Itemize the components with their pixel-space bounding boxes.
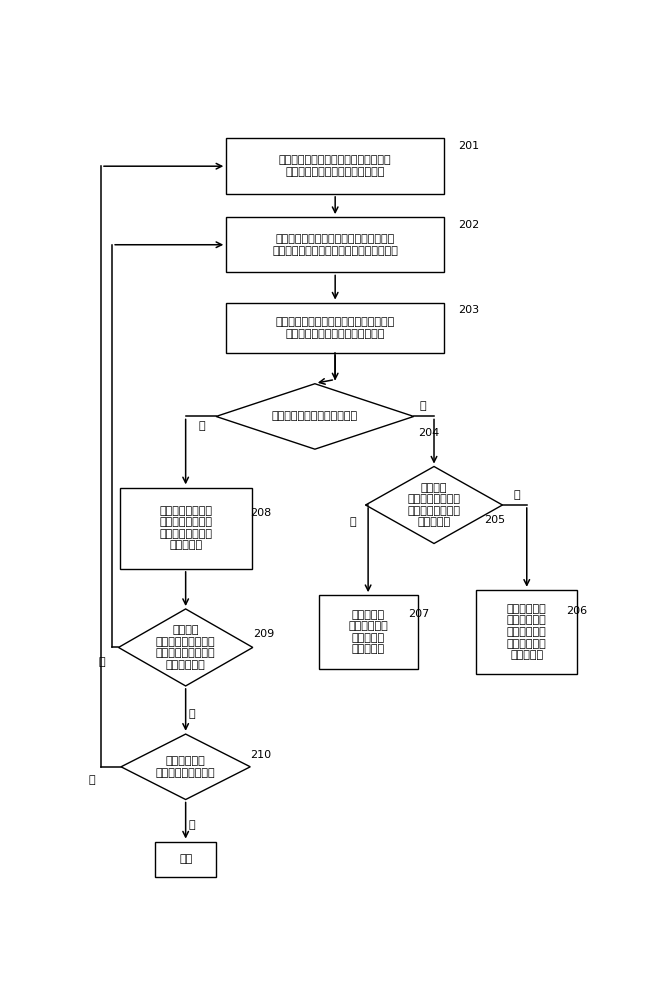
Text: 将当前交换机
中流表优先级
仅低于当前流
表的流表替换
为当前流表: 将当前交换机 中流表优先级 仅低于当前流 表的流表替换 为当前流表 xyxy=(507,604,547,660)
FancyBboxPatch shape xyxy=(318,595,417,669)
Text: 否: 否 xyxy=(99,657,105,667)
Text: 否: 否 xyxy=(513,490,520,500)
Polygon shape xyxy=(121,734,250,800)
Polygon shape xyxy=(366,466,502,544)
FancyBboxPatch shape xyxy=(226,138,444,194)
Text: 从未被配置的各数据流中，选择数据流
优先级最高的数据流为当前数据流: 从未被配置的各数据流中，选择数据流 优先级最高的数据流为当前数据流 xyxy=(279,155,392,177)
Text: 210: 210 xyxy=(250,750,271,760)
Text: 判断当前
流表是否为当前交
换机中流表优先级
最低的流表: 判断当前 流表是否为当前交 换机中流表优先级 最低的流表 xyxy=(407,483,460,527)
Text: 204: 204 xyxy=(419,428,439,438)
Text: 从当前数据流所需经过的各个交换机中，
选择一个未被标记的交换机作为当前交换机: 从当前数据流所需经过的各个交换机中， 选择一个未被标记的交换机作为当前交换机 xyxy=(272,234,398,256)
Text: 205: 205 xyxy=(484,515,505,525)
Text: 否: 否 xyxy=(419,401,426,411)
Text: 209: 209 xyxy=(253,629,274,639)
Text: 判断是否所有
数据流均被配置完成: 判断是否所有 数据流均被配置完成 xyxy=(156,756,215,778)
FancyBboxPatch shape xyxy=(476,590,577,674)
Text: 是: 是 xyxy=(350,517,356,527)
FancyBboxPatch shape xyxy=(226,217,444,272)
FancyBboxPatch shape xyxy=(155,842,216,877)
Text: 将当前流表标记为
当前数据流的转发
规则在当前交换机
的目的流表: 将当前流表标记为 当前数据流的转发 规则在当前交换机 的目的流表 xyxy=(159,506,212,550)
Text: 208: 208 xyxy=(250,508,272,518)
Polygon shape xyxy=(118,609,253,686)
Text: 判断当前
数据流在所需经过的
各个交换机中，是否
均被标记完成: 判断当前 数据流在所需经过的 各个交换机中，是否 均被标记完成 xyxy=(156,625,215,670)
Text: 是: 是 xyxy=(199,421,205,431)
Text: 确定当前数据流所经过的当前交换机中，
流表优先级最高的流表为当前流表: 确定当前数据流所经过的当前交换机中， 流表优先级最高的流表为当前流表 xyxy=(275,317,395,339)
Text: 否: 否 xyxy=(88,775,95,785)
Text: 判断当前流表是否有空闲资源: 判断当前流表是否有空闲资源 xyxy=(272,411,358,421)
Text: 是: 是 xyxy=(189,709,196,719)
Text: 202: 202 xyxy=(458,220,479,230)
Text: 206: 206 xyxy=(566,606,587,616)
Text: 是: 是 xyxy=(189,820,196,830)
Polygon shape xyxy=(216,384,414,449)
Text: 201: 201 xyxy=(458,141,479,151)
Text: 207: 207 xyxy=(407,609,429,619)
Text: 结束: 结束 xyxy=(179,854,192,864)
FancyBboxPatch shape xyxy=(120,488,252,569)
Text: 203: 203 xyxy=(458,305,479,315)
Text: 当前数据流
的转发规则在
当前交换机
中配置失败: 当前数据流 的转发规则在 当前交换机 中配置失败 xyxy=(348,610,388,654)
FancyBboxPatch shape xyxy=(226,303,444,353)
